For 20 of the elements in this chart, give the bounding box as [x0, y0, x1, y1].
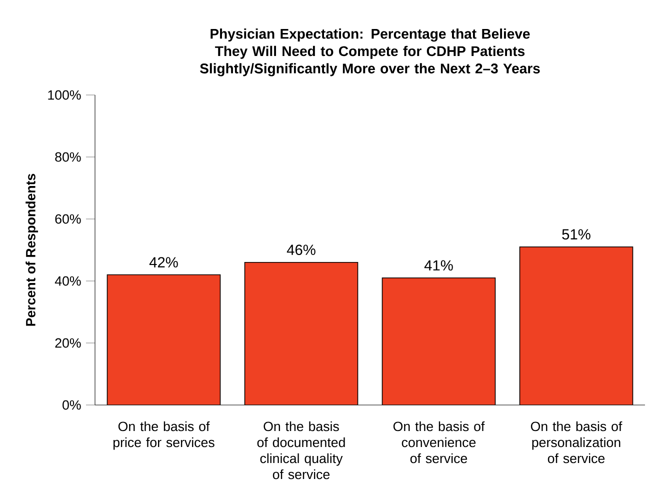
y-tick-label: 100%	[48, 90, 81, 100]
bar	[106, 274, 221, 405]
data-label: 41%	[424, 260, 453, 271]
y-tick-label: 0%	[62, 400, 81, 410]
chart-title: Physician Expectation: Percentage that Believe They Will Need to Compete for CDHP Patients Slightly/Significantly More over the Next 2–3 Years	[200, 28, 540, 76]
data-label: 42%	[149, 257, 178, 268]
data-label: 46%	[286, 244, 316, 256]
x-tick-label: On the basis of documented clinical quality of service	[257, 421, 345, 480]
bar	[382, 277, 496, 405]
y-tick-label: 60%	[55, 214, 81, 224]
y-axis-title: Percent of Respondents	[26, 174, 38, 326]
bar	[244, 262, 358, 405]
x-tick-label: On the basis of convenience of service	[393, 421, 485, 464]
y-tick-label: 20%	[55, 338, 81, 348]
data-label: 51%	[562, 229, 590, 240]
x-tick-label: On the basis of price for services	[113, 421, 214, 450]
y-tick-label: 40%	[54, 276, 81, 286]
y-tick-label: 80%	[55, 152, 81, 162]
bar	[519, 246, 634, 405]
x-tick-label: On the basis of personalization of service	[530, 421, 622, 464]
